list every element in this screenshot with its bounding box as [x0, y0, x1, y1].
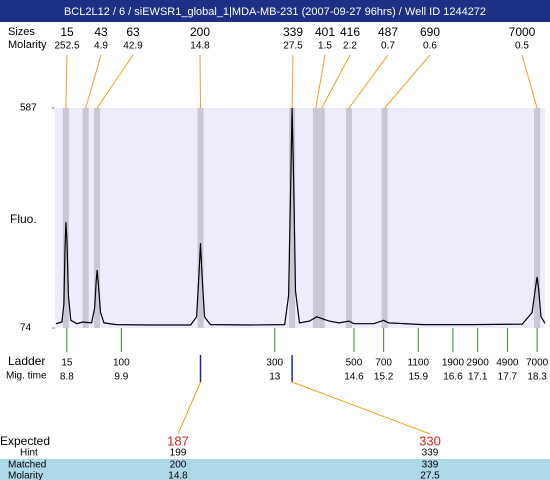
peak-band [318, 108, 325, 328]
peak-size: 339 [283, 25, 303, 39]
peak-link [521, 54, 538, 109]
peak-band [289, 108, 296, 328]
peak-link [348, 54, 389, 109]
ladder-size: 2900 [467, 358, 490, 369]
peak-molarity: 252.5 [54, 41, 79, 52]
peak-link [85, 54, 102, 109]
ladder-time: 17.1 [468, 372, 488, 383]
peak-size: 401 [315, 25, 335, 39]
peak-size: 7000 [509, 25, 536, 39]
ladder-time: 17.7 [498, 372, 518, 383]
expected-label: Expected [0, 434, 50, 448]
y-tick-label: 74 [20, 323, 32, 334]
peak-band [197, 108, 204, 328]
ladder-time: 18.3 [527, 372, 547, 383]
ladder-size: 15 [61, 358, 73, 369]
trace [55, 107, 546, 326]
match-link [291, 381, 431, 435]
peak-molarity: 42.9 [123, 41, 143, 52]
matched-value: 339 [422, 460, 439, 471]
peak-molarity: 1.5 [318, 41, 332, 52]
ladder-time: 9.9 [114, 372, 128, 383]
y-tick-label: 587 [20, 103, 37, 114]
peak-size: 43 [94, 25, 108, 39]
peak-band [312, 108, 319, 328]
peak-band [94, 108, 101, 328]
peak-size: 690 [420, 25, 440, 39]
ladder-size: 1900 [442, 358, 465, 369]
peak-size: 416 [340, 25, 360, 39]
matched-value: 200 [170, 460, 187, 471]
title: BCL2L12 / 6 / siEWSR1_global_1|MDA-MB-23… [64, 6, 486, 18]
peak-link [199, 54, 202, 109]
ladder-size: 500 [346, 358, 363, 369]
peak-link [315, 54, 326, 109]
ladder-time: 8.8 [60, 372, 74, 383]
matched-label: Matched [8, 460, 46, 471]
ladder-time: 15.9 [409, 372, 429, 383]
y-axis-label: Fluo. [10, 212, 37, 226]
molarity-value: 14.8 [168, 471, 188, 480]
peak-molarity: 2.2 [343, 41, 357, 52]
matched-band [0, 459, 550, 480]
hint-value: 339 [422, 448, 439, 459]
molarity-value: 27.5 [420, 471, 440, 480]
match-link [177, 381, 201, 435]
plot-area [55, 108, 545, 328]
molarity-label: Molarity [8, 39, 47, 51]
peak-link [96, 54, 134, 109]
peak-molarity: 27.5 [283, 41, 303, 52]
peak-size: 63 [126, 25, 140, 39]
peak-molarity: 14.8 [190, 41, 210, 52]
peak-molarity: 0.5 [515, 41, 529, 52]
peak-molarity: 4.9 [94, 41, 108, 52]
ladder-time: 15.2 [374, 372, 394, 383]
peak-size: 15 [60, 25, 74, 39]
peak-link [321, 54, 351, 109]
sizes-label: Sizes [8, 26, 35, 38]
peak-link [65, 54, 68, 109]
ladder-label: Ladder [8, 354, 45, 368]
time-label: Mig. time [6, 371, 47, 382]
peak-molarity: 0.6 [423, 41, 437, 52]
peak-molarity: 0.7 [381, 41, 395, 52]
ladder-time: 13 [269, 372, 281, 383]
molarity-label: Molarity [8, 471, 43, 480]
title-bar [0, 0, 550, 22]
ladder-size: 1100 [408, 358, 430, 369]
expected-value: 187 [167, 433, 189, 448]
ladder-size: 300 [266, 358, 283, 369]
peak-band [82, 108, 89, 328]
peak-band [534, 108, 541, 328]
peak-band [346, 108, 352, 328]
peak-link [384, 54, 431, 109]
peak-band [381, 108, 388, 328]
ladder-time: 14.6 [344, 372, 364, 383]
ladder-size: 700 [375, 358, 392, 369]
peak-link [291, 54, 294, 109]
hint-label: Hint [20, 448, 38, 459]
ladder-size: 7000 [526, 358, 549, 369]
ladder-size: 4900 [496, 358, 519, 369]
peak-band [62, 108, 69, 328]
ladder-size: 100 [113, 358, 130, 369]
expected-value: 330 [419, 433, 441, 448]
hint-value: 199 [170, 448, 187, 459]
peak-size: 200 [190, 25, 210, 39]
ladder-time: 16.6 [443, 372, 463, 383]
peak-size: 487 [378, 25, 398, 39]
